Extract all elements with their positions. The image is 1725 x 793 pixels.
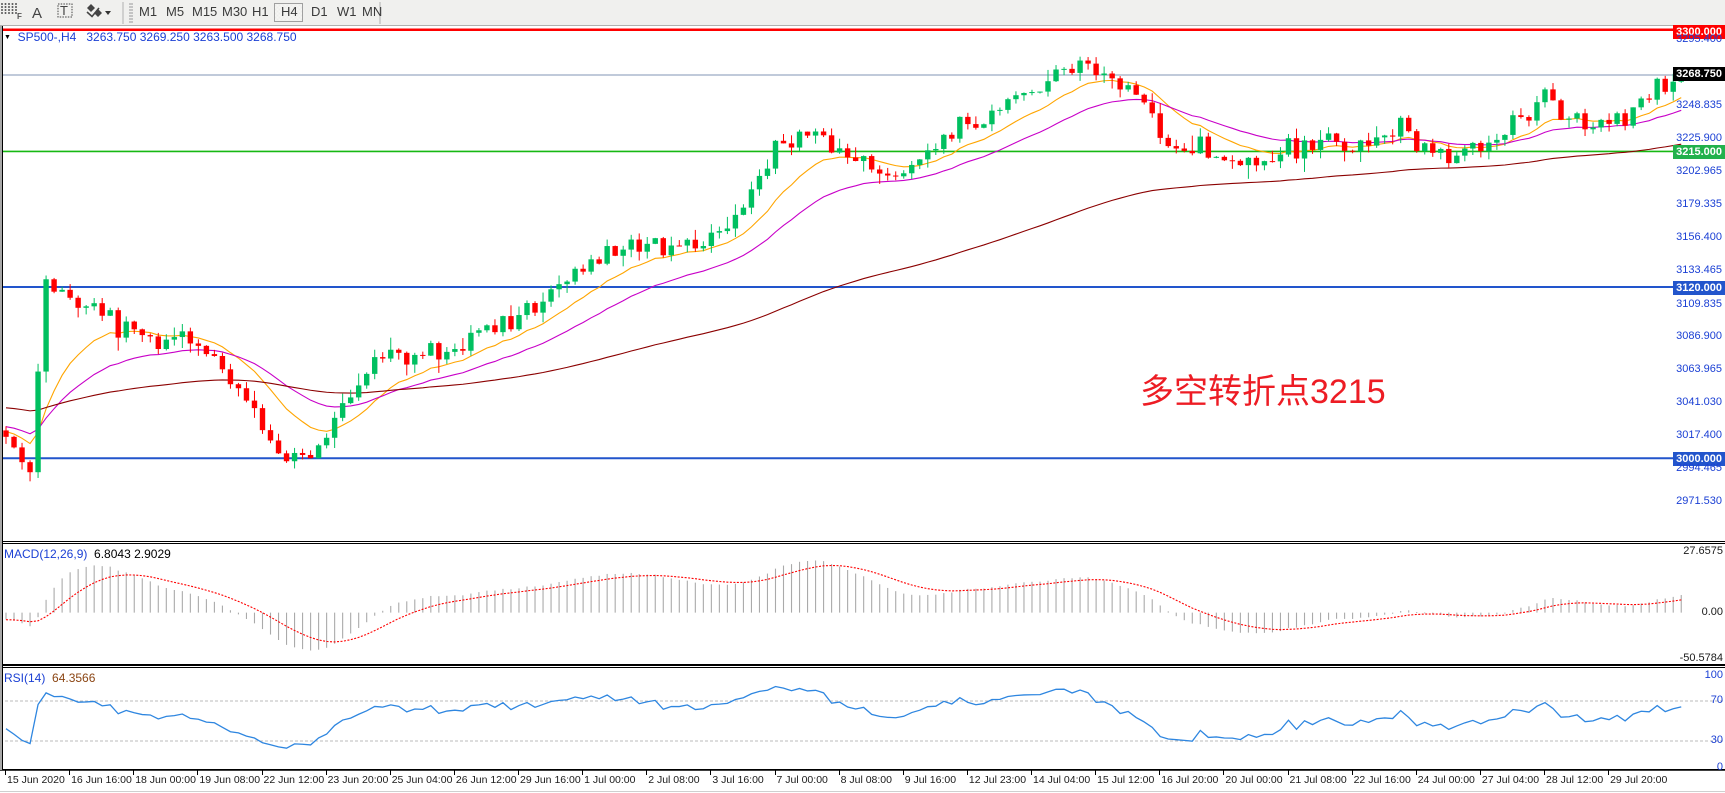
svg-text:F: F (17, 12, 22, 21)
svg-text:A: A (32, 5, 42, 22)
svg-text:T: T (60, 3, 68, 18)
